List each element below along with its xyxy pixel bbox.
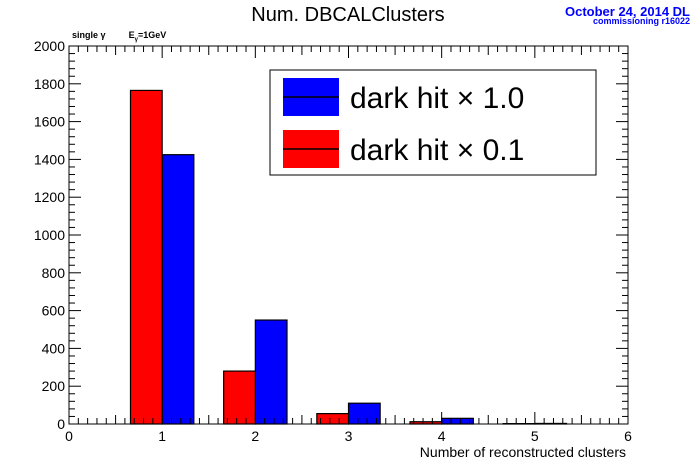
legend-label-series2: dark hit × 0.1: [350, 134, 524, 167]
y-tick-label: 1600: [34, 114, 65, 130]
annotation-energy-label: E: [128, 30, 135, 40]
annotation-energy-value: =1GeV: [137, 30, 167, 40]
legend-label-series1: dark hit × 1.0: [350, 82, 524, 115]
bar-series1-x5: [534, 422, 568, 425]
y-tick-label: 1400: [34, 151, 65, 167]
x-tick-label: 6: [624, 428, 632, 444]
y-tick-label: 200: [42, 378, 66, 394]
bar-series2-x1: [129, 89, 163, 425]
y-tick-label: 400: [42, 340, 66, 356]
x-axis-label: Number of reconstructed clusters: [420, 444, 626, 460]
date-stamp: October 24, 2014 DL: [565, 4, 690, 19]
annotation-prefix: single: [72, 30, 99, 40]
y-tick-label: 800: [42, 265, 66, 281]
annotation-energy-sub: γ: [134, 36, 138, 43]
y-tick-label: 1800: [34, 76, 65, 92]
beam-annotation: single γ Eγ=1GeV: [72, 30, 166, 43]
y-tick-label: 1000: [34, 227, 65, 243]
y-tick-label: 600: [42, 303, 66, 319]
chart-title: Num. DBCALClusters: [251, 4, 445, 26]
x-tick-label: 4: [438, 428, 446, 444]
bar-series1-x2: [254, 319, 288, 425]
x-tick-label: 3: [345, 428, 353, 444]
x-tick-label: 5: [531, 428, 539, 444]
x-tick-label: 2: [251, 428, 259, 444]
bar-series2-x4: [409, 421, 443, 425]
y-tick-label: 0: [57, 416, 65, 432]
bar-series1-x4: [441, 417, 474, 425]
y-tick-label: 1200: [34, 189, 65, 205]
annotation-particle: γ: [100, 30, 106, 40]
bar-series2-x3: [316, 413, 350, 425]
x-tick-label: 0: [65, 428, 73, 444]
y-tick-label: 2000: [34, 38, 65, 54]
commissioning-run-label: commissioning r16022: [592, 16, 690, 26]
x-tick-label: 1: [158, 428, 166, 444]
bar-series2-x2: [223, 370, 256, 425]
bar-series1-x1: [161, 154, 195, 425]
bar-series1-x3: [347, 402, 381, 425]
